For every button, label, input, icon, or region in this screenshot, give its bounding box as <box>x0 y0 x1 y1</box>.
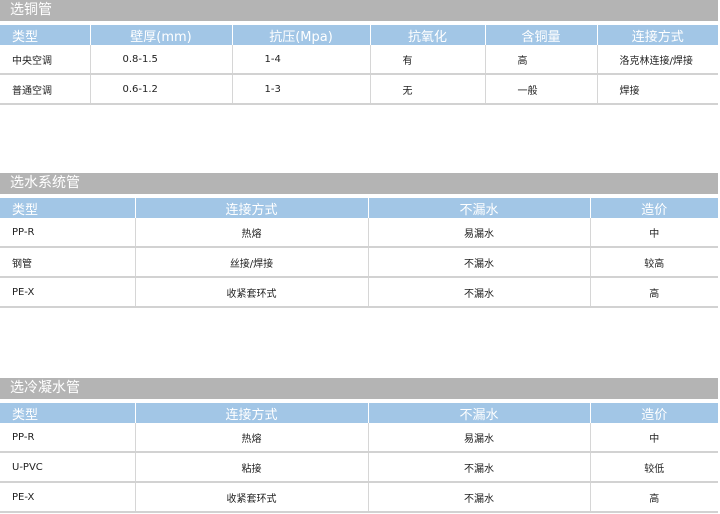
table-cell: 收紧套环式 <box>134 277 368 308</box>
water-system-pipe-table: 类型 连接方式 不漏水 造价 PP-R 热熔 易漏水 中 钢管 丝接/焊接 不漏… <box>0 198 718 308</box>
table-cell: PP-R <box>0 423 135 453</box>
table-cell: 中央空调 <box>0 45 90 75</box>
column-header: 类型 <box>0 403 135 423</box>
table-cell: 不漏水 <box>367 277 590 308</box>
column-header: 抗氧化 <box>369 25 485 45</box>
table-cell: 有 <box>369 45 485 75</box>
table-row: PP-R 热熔 易漏水 中 <box>0 218 718 248</box>
table-cell: 不漏水 <box>367 452 590 483</box>
column-header: 连接方式 <box>134 403 368 423</box>
column-header: 抗压(Mpa) <box>231 25 370 45</box>
table-cell: U-PVC <box>0 452 135 483</box>
section-title: 选水系统管 <box>0 173 718 194</box>
water-system-pipe-section: 选水系统管 类型 连接方式 不漏水 造价 PP-R 热熔 易漏水 中 钢管 丝接… <box>0 173 718 308</box>
table-cell: 丝接/焊接 <box>134 247 368 278</box>
table-cell: 无 <box>369 74 485 105</box>
table-header-row: 类型 连接方式 不漏水 造价 <box>0 198 718 218</box>
table-row: U-PVC 粘接 不漏水 较低 <box>0 452 718 483</box>
column-header: 不漏水 <box>367 403 590 423</box>
table-row: PP-R 热熔 易漏水 中 <box>0 423 718 453</box>
table-cell: 易漏水 <box>367 423 590 453</box>
column-header: 连接方式 <box>134 198 368 218</box>
table-cell: 热熔 <box>134 218 368 248</box>
table-cell: PP-R <box>0 218 135 248</box>
condensate-pipe-table: 类型 连接方式 不漏水 造价 PP-R 热熔 易漏水 中 U-PVC 粘接 不漏… <box>0 403 718 513</box>
table-cell: 钢管 <box>0 247 135 278</box>
condensate-pipe-section: 选冷凝水管 类型 连接方式 不漏水 造价 PP-R 热熔 易漏水 中 U-PVC… <box>0 378 718 513</box>
table-cell: PE-X <box>0 277 135 308</box>
table-cell: 1-4 <box>231 45 370 75</box>
column-header: 不漏水 <box>367 198 590 218</box>
copper-pipe-table: 类型 壁厚(mm) 抗压(Mpa) 抗氧化 含铜量 连接方式 中央空调 0.8-… <box>0 25 718 105</box>
table-cell: 中 <box>589 423 718 453</box>
table-row: 钢管 丝接/焊接 不漏水 较高 <box>0 247 718 278</box>
table-cell: 收紧套环式 <box>134 482 368 513</box>
table-cell: 高 <box>589 482 718 513</box>
table-cell: 粘接 <box>134 452 368 483</box>
table-cell: 焊接 <box>596 74 718 105</box>
table-cell: 0.6-1.2 <box>89 74 232 105</box>
table-cell: 一般 <box>484 74 597 105</box>
table-cell: 不漏水 <box>367 247 590 278</box>
copper-pipe-section: 选铜管 类型 壁厚(mm) 抗压(Mpa) 抗氧化 含铜量 连接方式 中央空调 … <box>0 0 718 105</box>
section-title: 选冷凝水管 <box>0 378 718 399</box>
column-header: 连接方式 <box>596 25 718 45</box>
table-row: PE-X 收紧套环式 不漏水 高 <box>0 277 718 308</box>
table-cell: 0.8-1.5 <box>89 45 232 75</box>
table-cell: 1-3 <box>231 74 370 105</box>
table-cell: 不漏水 <box>367 482 590 513</box>
table-cell: 洛克林连接/焊接 <box>596 45 718 75</box>
table-header-row: 类型 连接方式 不漏水 造价 <box>0 403 718 423</box>
table-row: 普通空调 0.6-1.2 1-3 无 一般 焊接 <box>0 74 718 105</box>
section-title: 选铜管 <box>0 0 718 21</box>
column-header: 造价 <box>589 198 718 218</box>
table-header-row: 类型 壁厚(mm) 抗压(Mpa) 抗氧化 含铜量 连接方式 <box>0 25 718 45</box>
table-row: PE-X 收紧套环式 不漏水 高 <box>0 482 718 513</box>
table-cell: 中 <box>589 218 718 248</box>
table-cell: 热熔 <box>134 423 368 453</box>
column-header: 壁厚(mm) <box>89 25 232 45</box>
column-header: 类型 <box>0 198 135 218</box>
column-header: 造价 <box>589 403 718 423</box>
table-cell: 较低 <box>589 452 718 483</box>
table-cell: 高 <box>589 277 718 308</box>
table-cell: 高 <box>484 45 597 75</box>
table-row: 中央空调 0.8-1.5 1-4 有 高 洛克林连接/焊接 <box>0 45 718 75</box>
table-cell: 易漏水 <box>367 218 590 248</box>
column-header: 含铜量 <box>484 25 597 45</box>
column-header: 类型 <box>0 25 90 45</box>
table-cell: PE-X <box>0 482 135 513</box>
table-cell: 较高 <box>589 247 718 278</box>
table-cell: 普通空调 <box>0 74 90 105</box>
